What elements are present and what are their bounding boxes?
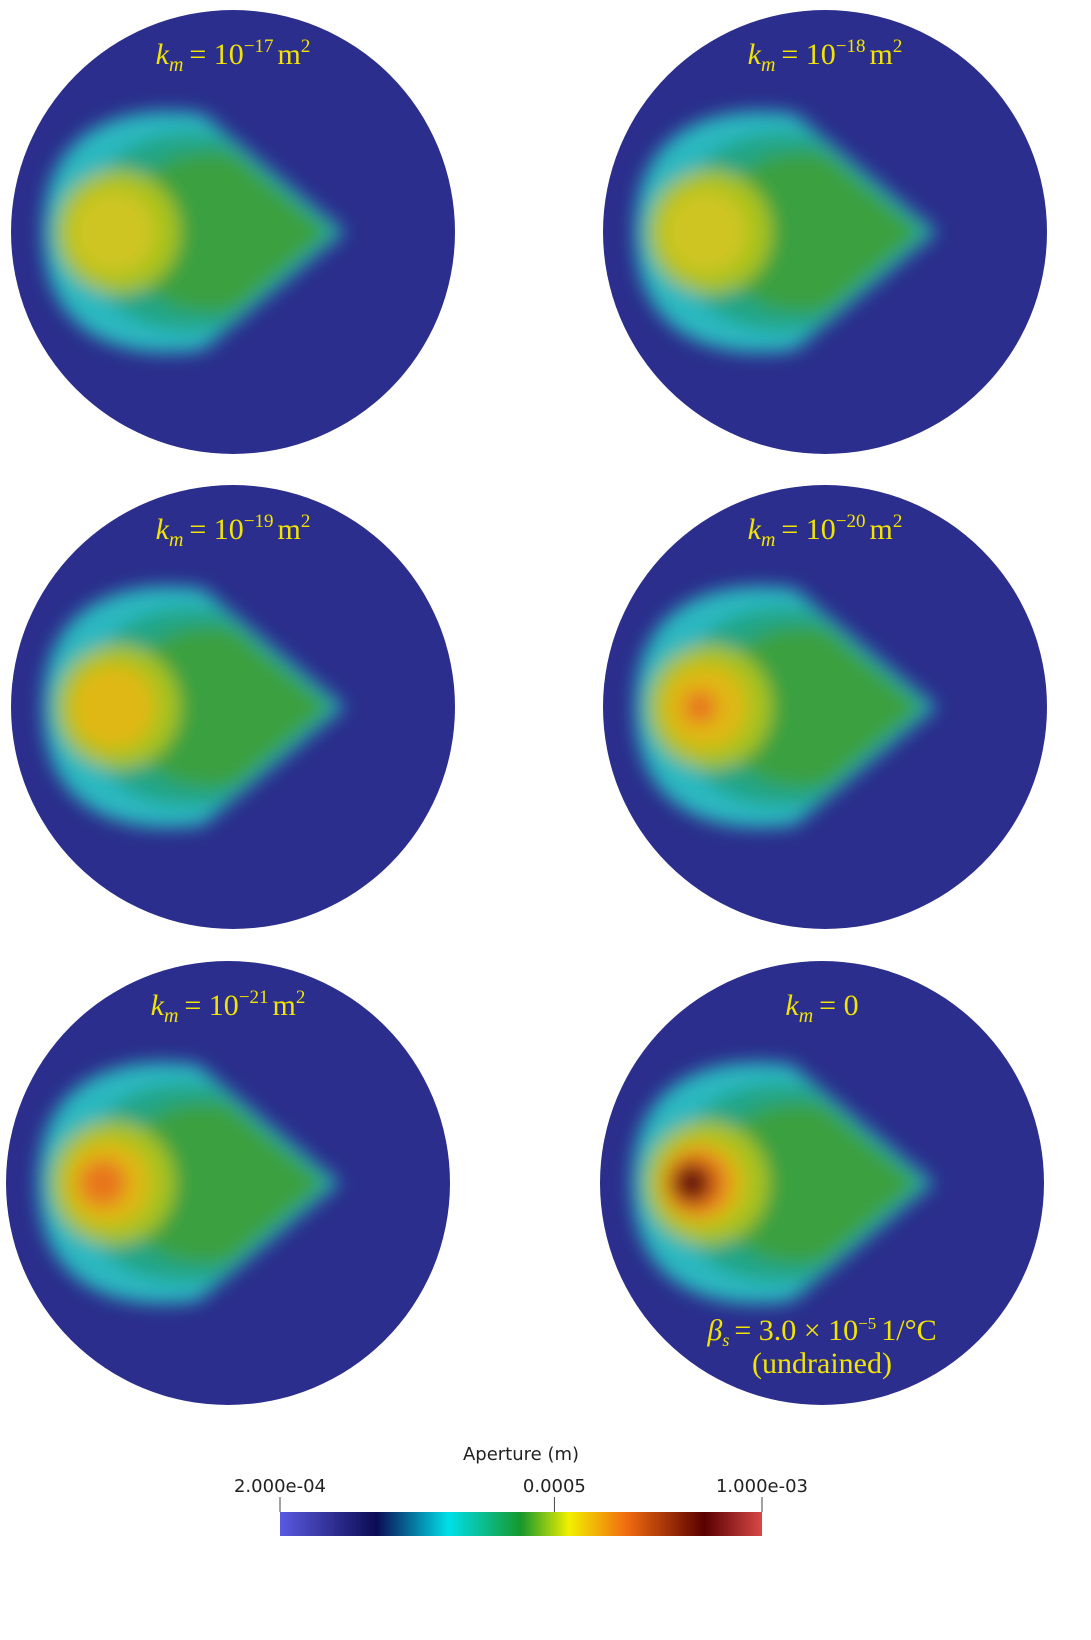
aperture-map <box>11 10 455 454</box>
aperture-field <box>43 586 345 828</box>
panel-label: km = 10−17 m2 <box>156 36 311 76</box>
label-part: m <box>273 989 296 1022</box>
label-part: k <box>151 989 165 1022</box>
aperture-field <box>38 1062 340 1304</box>
label-part: k <box>748 38 762 71</box>
label-part: −18 <box>836 36 866 57</box>
label-part: k <box>156 38 170 71</box>
label-part: = 3.0 × 10 <box>734 1314 858 1347</box>
contour <box>79 1159 127 1207</box>
contour <box>129 627 329 787</box>
label-part: = 10 <box>184 989 238 1022</box>
colorbar <box>280 1512 762 1536</box>
panel-label: km = 10−19 m2 <box>156 511 311 551</box>
aperture-map <box>600 961 1044 1405</box>
contour <box>721 627 921 787</box>
colorbar-tick-label: 1.000e-03 <box>716 1476 808 1497</box>
label-part: k <box>785 989 799 1022</box>
label-part: = 10 <box>189 513 243 546</box>
label-part: m <box>278 513 301 546</box>
colorbar-title: Aperture (m) <box>463 1444 579 1465</box>
contour <box>672 1163 712 1203</box>
aperture-map <box>603 485 1047 929</box>
label-part: −19 <box>244 511 274 532</box>
panel-label: km = 10−18 m2 <box>748 36 903 76</box>
label-part: −17 <box>244 36 274 57</box>
label-part: 2 <box>296 987 306 1008</box>
contour <box>124 1103 324 1263</box>
contour <box>718 1103 918 1263</box>
aperture-field <box>635 111 937 353</box>
label-part: k <box>156 513 170 546</box>
contour <box>71 665 155 749</box>
label-part: k <box>748 513 762 546</box>
label-part: s <box>722 1330 729 1350</box>
label-part: 2 <box>301 511 311 532</box>
panel-note: βs = 3.0 × 10−5 1/°C <box>706 1314 936 1350</box>
label-part: β <box>706 1314 722 1347</box>
aperture-map <box>11 485 455 929</box>
label-part: 2 <box>893 511 903 532</box>
label-part: −5 <box>858 1314 876 1333</box>
panel-note-line: (undrained) <box>752 1347 892 1380</box>
aperture-map <box>603 10 1047 454</box>
label-part: 2 <box>301 36 311 57</box>
panel-label: km = 10−20 m2 <box>748 511 903 551</box>
label-part: 1/°C <box>881 1314 936 1347</box>
label-part: m <box>870 38 893 71</box>
label-part: m <box>164 1005 178 1027</box>
contour <box>71 190 155 274</box>
label-part: = 10 <box>781 513 835 546</box>
contour <box>683 690 717 724</box>
label-part: m <box>169 54 183 76</box>
panel-label: km = 10−21 m2 <box>151 987 306 1027</box>
label-part: = 10 <box>781 38 835 71</box>
panel-label: km = 0 <box>785 989 858 1027</box>
aperture-field <box>632 1062 934 1304</box>
contour <box>663 190 747 274</box>
contour <box>721 152 921 312</box>
label-part: = 10 <box>189 38 243 71</box>
colorbar-tick-label: 2.000e-04 <box>234 1476 326 1497</box>
label-part: m <box>761 54 775 76</box>
label-part: m <box>169 529 183 551</box>
label-part: m <box>799 1005 813 1027</box>
label-part: −21 <box>239 987 269 1008</box>
label-part: m <box>761 529 775 551</box>
label-part: 2 <box>893 36 903 57</box>
label-part: −20 <box>836 511 866 532</box>
label-part: m <box>870 513 893 546</box>
label-part: = 0 <box>819 989 858 1022</box>
colorbar-tick-label: 0.0005 <box>523 1476 586 1497</box>
aperture-field <box>635 586 937 828</box>
contour <box>129 152 329 312</box>
aperture-map <box>6 961 450 1405</box>
aperture-field <box>43 111 345 353</box>
label-part: m <box>278 38 301 71</box>
